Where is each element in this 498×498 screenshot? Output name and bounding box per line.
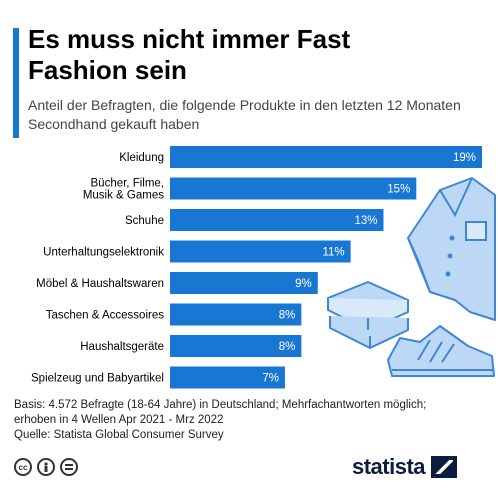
footer-source: Quelle: Statista Global Consumer Survey [14,429,224,441]
bar-4 [170,272,318,294]
bar-5 [170,303,302,326]
brand-logo[interactable]: statista [352,454,458,480]
page-subtitle: Anteil der Befragten, die folgende Produ… [28,97,461,132]
sneaker-icon [387,325,495,377]
category-label-3: Unterhaltungselektronik [43,247,164,259]
footer-notes: Basis: 4.572 Befragte (18-64 Jahre) in D… [14,398,494,443]
category-label-6: Haushaltsgeräte [80,341,164,353]
bar-value-label-5: 8% [279,310,296,322]
brand-mark-icon [431,456,458,478]
person-icon[interactable] [37,458,55,476]
category-label-5: Taschen & Accessoires [46,310,165,322]
brand-name: statista [352,454,426,479]
bar-value-label-2: 13% [354,215,377,227]
page-title: Es muss nicht immer Fast Fashion sein [28,24,351,85]
bar-value-label-6: 8% [279,341,296,353]
bar-value-label-4: 9% [295,278,312,290]
bar-chart: 19% Kleidung 15% Bücher, Filme, Musik & Game… [31,146,496,389]
footer-basis: Basis: 4.572 Befragte (18-64 Jahre) in D… [14,399,427,411]
bar-7 [170,366,285,389]
category-label-2: Schuhe [125,215,164,227]
bar-value-label-7: 7% [262,373,279,385]
cc-icon[interactable]: cc [14,458,32,476]
category-label-7: Spielzeug und Babyartikel [31,373,164,385]
title-accent-bar [13,28,19,138]
bar-2 [170,209,384,231]
bar-6 [170,335,302,357]
category-label-4: Möbel & Haushaltswaren [36,278,164,290]
bar-0 [170,146,482,168]
bar-value-label-0: 19% [453,152,476,164]
footer-waves: erhoben in 4 Wellen Apr 2021 - Mrz 2022 [14,414,224,426]
bar-3 [170,240,351,263]
bar-value-label-3: 11% [322,247,344,259]
license-icons: cc [14,458,78,476]
equals-icon[interactable] [60,458,78,476]
shirt-icon [407,177,496,321]
category-label-1: Bücher, Filme, Musik & Games [83,178,164,202]
bar-1 [170,177,417,200]
category-label-0: Kleidung [119,152,164,164]
bar-value-label-1: 15% [387,184,410,196]
books-icon [327,281,409,349]
